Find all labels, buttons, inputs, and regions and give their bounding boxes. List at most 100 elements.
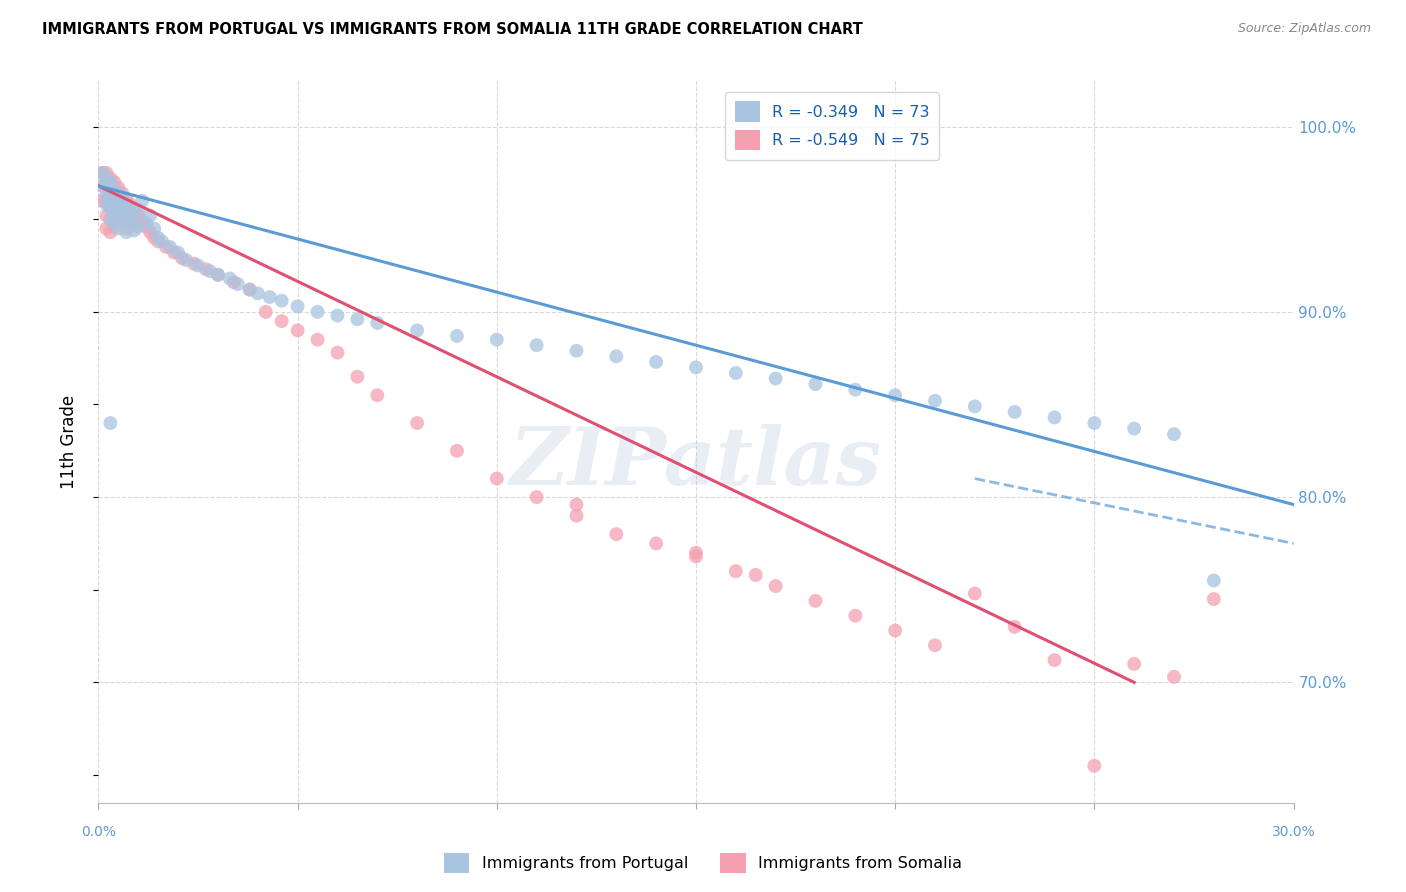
Point bbox=[115, 212, 138, 227]
Point bbox=[1043, 410, 1066, 425]
Point bbox=[526, 490, 548, 504]
Point bbox=[124, 223, 146, 237]
Point bbox=[645, 355, 668, 369]
Point bbox=[98, 171, 122, 186]
Point bbox=[745, 568, 768, 582]
Text: 30.0%: 30.0% bbox=[1271, 825, 1316, 839]
Point bbox=[526, 338, 548, 352]
Point bbox=[148, 231, 170, 245]
Point bbox=[98, 201, 122, 215]
Point bbox=[187, 259, 209, 273]
Point bbox=[765, 579, 787, 593]
Point bbox=[172, 251, 194, 265]
Text: 0.0%: 0.0% bbox=[82, 825, 115, 839]
Point bbox=[485, 472, 508, 486]
Point bbox=[270, 314, 292, 328]
Point bbox=[605, 349, 627, 363]
Point bbox=[565, 498, 588, 512]
Point bbox=[346, 312, 368, 326]
Point bbox=[124, 218, 146, 232]
Point bbox=[406, 323, 429, 337]
Point bbox=[406, 416, 429, 430]
Point bbox=[183, 257, 205, 271]
Point bbox=[103, 204, 125, 219]
Point bbox=[366, 388, 388, 402]
Point bbox=[346, 369, 368, 384]
Point bbox=[98, 225, 122, 239]
Point bbox=[103, 194, 125, 208]
Point bbox=[804, 594, 827, 608]
Point bbox=[91, 166, 114, 180]
Point bbox=[167, 245, 190, 260]
Point bbox=[1163, 427, 1185, 442]
Point bbox=[120, 197, 142, 211]
Point bbox=[844, 608, 866, 623]
Point bbox=[127, 219, 149, 234]
Point bbox=[163, 245, 186, 260]
Point bbox=[91, 194, 114, 208]
Point bbox=[131, 194, 153, 208]
Point bbox=[135, 219, 157, 234]
Point bbox=[91, 166, 114, 180]
Point bbox=[120, 212, 142, 227]
Point bbox=[924, 393, 946, 408]
Point bbox=[924, 638, 946, 652]
Point bbox=[98, 416, 122, 430]
Point bbox=[98, 199, 122, 213]
Point bbox=[96, 188, 118, 202]
Point bbox=[207, 268, 229, 282]
Point bbox=[366, 316, 388, 330]
Point bbox=[115, 197, 138, 211]
Text: Source: ZipAtlas.com: Source: ZipAtlas.com bbox=[1237, 22, 1371, 36]
Point bbox=[124, 209, 146, 223]
Y-axis label: 11th Grade: 11th Grade bbox=[59, 394, 77, 489]
Legend: Immigrants from Portugal, Immigrants from Somalia: Immigrants from Portugal, Immigrants fro… bbox=[437, 847, 969, 880]
Point bbox=[120, 216, 142, 230]
Point bbox=[446, 443, 468, 458]
Point bbox=[565, 343, 588, 358]
Point bbox=[844, 383, 866, 397]
Point bbox=[127, 209, 149, 223]
Point bbox=[111, 216, 134, 230]
Point bbox=[287, 299, 309, 313]
Point bbox=[239, 283, 262, 297]
Point bbox=[159, 240, 181, 254]
Point bbox=[226, 277, 249, 291]
Point bbox=[139, 225, 162, 239]
Point bbox=[103, 216, 125, 230]
Point bbox=[111, 202, 134, 217]
Point bbox=[143, 231, 166, 245]
Point bbox=[1123, 657, 1146, 671]
Point bbox=[685, 360, 707, 375]
Point bbox=[98, 185, 122, 199]
Point bbox=[98, 212, 122, 227]
Point bbox=[254, 305, 277, 319]
Point bbox=[1202, 574, 1225, 588]
Point bbox=[884, 388, 907, 402]
Point bbox=[103, 175, 125, 189]
Point bbox=[270, 293, 292, 308]
Point bbox=[804, 377, 827, 392]
Point bbox=[96, 209, 118, 223]
Point bbox=[91, 178, 114, 193]
Point bbox=[107, 180, 129, 194]
Point bbox=[135, 216, 157, 230]
Point bbox=[139, 209, 162, 223]
Point bbox=[326, 345, 349, 359]
Point bbox=[107, 197, 129, 211]
Point bbox=[111, 201, 134, 215]
Point bbox=[155, 240, 177, 254]
Point bbox=[884, 624, 907, 638]
Point bbox=[96, 166, 118, 180]
Point bbox=[724, 564, 747, 578]
Legend: R = -0.349   N = 73, R = -0.549   N = 75: R = -0.349 N = 73, R = -0.549 N = 75 bbox=[725, 92, 939, 160]
Point bbox=[107, 221, 129, 235]
Point bbox=[111, 190, 134, 204]
Point bbox=[645, 536, 668, 550]
Point bbox=[1043, 653, 1066, 667]
Point bbox=[307, 305, 329, 319]
Point bbox=[115, 192, 138, 206]
Point bbox=[107, 186, 129, 201]
Point bbox=[326, 309, 349, 323]
Point bbox=[685, 546, 707, 560]
